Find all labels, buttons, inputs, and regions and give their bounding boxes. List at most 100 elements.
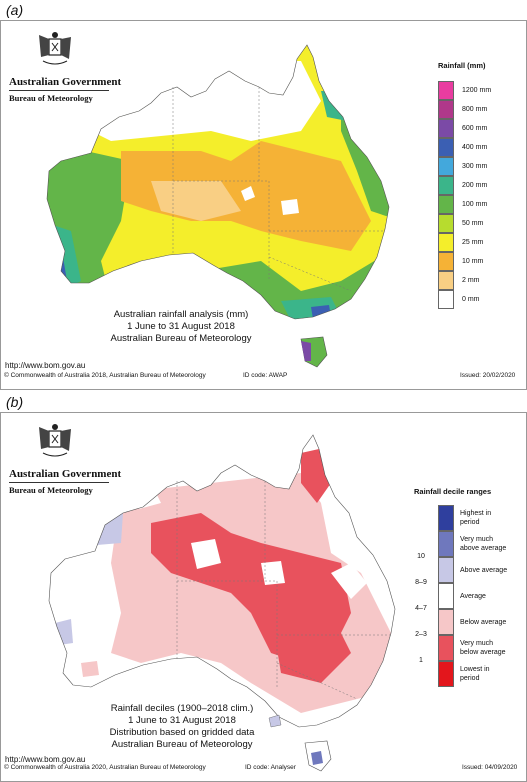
panel-a-rainfall-map: Australian Government Bureau of Meteorol… xyxy=(0,20,527,390)
legend-item: 100 mm xyxy=(438,195,487,214)
coastline xyxy=(48,434,396,728)
legend-swatch xyxy=(438,81,454,100)
legend-item: Above average xyxy=(438,557,507,583)
legend-item: 50 mm xyxy=(438,214,483,233)
legend-title: Rainfall (mm) xyxy=(438,61,486,70)
panel-b-label: (b) xyxy=(6,394,24,410)
legend-item: 25 mm xyxy=(438,233,483,252)
issued-date: Issued: 04/09/2020 xyxy=(462,764,518,771)
state-borders xyxy=(172,87,383,292)
copyright-text: © Commonwealth of Australia 2020, Austra… xyxy=(4,764,206,771)
legend-item: 1200 mm xyxy=(438,81,491,100)
decile-range-label: 10 xyxy=(417,553,425,560)
panel-a-label: (a) xyxy=(6,2,24,18)
map-caption: Australian rainfall analysis (mm) 1 June… xyxy=(91,309,271,345)
gov-logo: Australian Government Bureau of Meteorol… xyxy=(9,421,121,495)
coastline xyxy=(46,44,390,320)
legend-label: Above average xyxy=(460,566,508,574)
decile-zones xyxy=(49,435,395,727)
gov-logo: Australian Government Bureau of Meteorol… xyxy=(9,29,122,103)
legend-swatch xyxy=(438,271,454,290)
legend-swatch xyxy=(438,176,454,195)
legend-item: 10 mm xyxy=(438,252,483,271)
king-island xyxy=(268,714,282,728)
legend-label: Average xyxy=(460,592,486,600)
legend-item: 300 mm xyxy=(438,157,487,176)
state-borders xyxy=(176,481,391,700)
rainfall-zones xyxy=(47,45,389,319)
legend-swatch xyxy=(438,252,454,271)
decile-map-svg xyxy=(48,434,396,772)
legend-item: Lowest in period xyxy=(438,661,490,687)
legend-label: 10 mm xyxy=(462,258,484,265)
legend-swatch xyxy=(438,233,454,252)
panel-b-decile-map: Australian Government Bureau of Meteorol… xyxy=(0,412,527,782)
bom-url-link[interactable]: http://www.bom.gov.au xyxy=(5,361,86,370)
issued-date: Issued: 20/02/2020 xyxy=(460,372,516,379)
legend-item: Highest in period xyxy=(438,505,491,531)
rainfall-map-svg xyxy=(46,44,390,368)
legend-item: 2 mm xyxy=(438,271,480,290)
legend-label: 1200 mm xyxy=(462,87,492,94)
legend-item: 600 mm xyxy=(438,119,487,138)
legend-label: 200 mm xyxy=(462,182,488,189)
tasmania-west-wet-zone xyxy=(301,341,311,361)
coat-of-arms-icon xyxy=(39,424,71,457)
caption-line: Rainfall deciles (1900–2018 clim.) xyxy=(110,703,254,714)
legend-item: 400 mm xyxy=(438,138,487,157)
legend-swatch xyxy=(438,157,454,176)
legend-swatch xyxy=(438,609,454,635)
legend-swatch xyxy=(438,531,454,557)
caption-line: Australian Bureau of Meteorology xyxy=(111,739,253,750)
map-caption: Rainfall deciles (1900–2018 clim.) 1 Jun… xyxy=(87,703,277,751)
legend-swatch xyxy=(438,557,454,583)
legend-item: 0 mm xyxy=(438,290,480,309)
legend-title: Rainfall decile ranges xyxy=(414,487,492,496)
copyright-text: © Commonwealth of Australia 2018, Austra… xyxy=(4,372,206,379)
legend-label: 800 mm xyxy=(462,106,488,113)
bureau-name: Bureau of Meteorology xyxy=(9,90,109,103)
legend-label: 300 mm xyxy=(462,163,488,170)
legend-swatch xyxy=(438,635,454,661)
legend-label: Very much below average xyxy=(460,640,506,656)
caption-line: 1 June to 31 August 2018 xyxy=(127,321,235,332)
legend-swatch xyxy=(438,100,454,119)
legend-item: 800 mm xyxy=(438,100,487,119)
decile-range-label: 2–3 xyxy=(415,631,427,638)
legend-item: Average xyxy=(438,583,486,609)
legend-label: 50 mm xyxy=(462,220,484,227)
id-code-text: ID code: Analyser xyxy=(245,764,296,771)
legend-swatch xyxy=(438,661,454,687)
legend-label: Very much above average xyxy=(460,536,507,552)
legend-label: 600 mm xyxy=(462,125,488,132)
decile-range-label: 4–7 xyxy=(415,605,427,612)
legend-item: Below average xyxy=(438,609,506,635)
legend-label: 100 mm xyxy=(462,201,488,208)
caption-line: 1 June to 31 August 2018 xyxy=(128,715,236,726)
caption-line: Distribution based on gridded data xyxy=(109,727,255,738)
legend-label: 2 mm xyxy=(462,277,480,284)
legend-label: Highest in period xyxy=(460,510,492,526)
coat-of-arms-icon xyxy=(39,32,71,65)
legend-item: 200 mm xyxy=(438,176,487,195)
legend-label: Lowest in period xyxy=(460,666,490,682)
caption-line: Australian rainfall analysis (mm) xyxy=(113,309,249,320)
id-code-text: ID code: AWAP xyxy=(243,372,288,379)
bom-url-link[interactable]: http://www.bom.gov.au xyxy=(5,755,86,764)
tasmania-above-average-zone xyxy=(311,751,323,765)
legend-label: 400 mm xyxy=(462,144,488,151)
legend-item: Very much above average xyxy=(438,531,506,557)
legend-swatch xyxy=(438,138,454,157)
legend-label: 25 mm xyxy=(462,239,484,246)
decile-range-label: 8–9 xyxy=(415,579,427,586)
legend-swatch xyxy=(438,505,454,531)
legend-label: 0 mm xyxy=(462,296,480,303)
legend-swatch xyxy=(438,195,454,214)
legend-swatch xyxy=(438,214,454,233)
bureau-name: Bureau of Meteorology xyxy=(9,482,109,495)
legend-swatch xyxy=(438,583,454,609)
caption-line: Australian Bureau of Meteorology xyxy=(110,333,252,344)
gov-name: Australian Government xyxy=(9,76,122,88)
legend-item: Very much below average xyxy=(438,635,506,661)
legend-swatch xyxy=(438,119,454,138)
